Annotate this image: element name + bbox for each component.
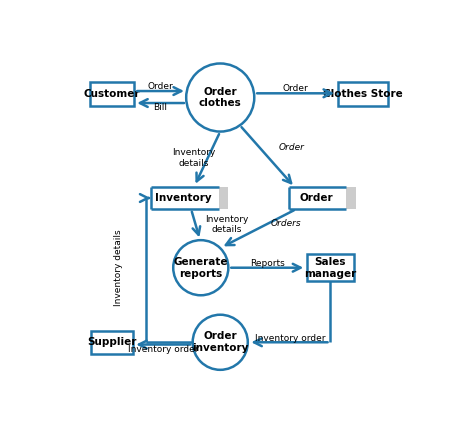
- Text: Inventory order: Inventory order: [128, 345, 199, 354]
- Text: Inventory details: Inventory details: [114, 229, 123, 306]
- Bar: [219, 187, 228, 209]
- Text: Generate
reports: Generate reports: [173, 257, 228, 279]
- Text: Inventory order: Inventory order: [255, 333, 325, 343]
- Text: Order: Order: [283, 84, 308, 93]
- Text: Inventory
details: Inventory details: [205, 215, 248, 234]
- Text: Inventory
details: Inventory details: [172, 149, 215, 168]
- Circle shape: [173, 240, 228, 295]
- Text: Order: Order: [279, 143, 304, 152]
- Text: Customer: Customer: [83, 89, 140, 99]
- Bar: [307, 254, 354, 282]
- Bar: [338, 82, 388, 107]
- Circle shape: [192, 315, 248, 370]
- Text: Inventory: Inventory: [155, 193, 211, 203]
- Text: Bill: Bill: [153, 103, 167, 112]
- Bar: [91, 331, 133, 354]
- Text: Orders: Orders: [271, 219, 301, 229]
- Circle shape: [186, 64, 254, 131]
- Text: Order
inventory: Order inventory: [192, 331, 248, 353]
- Text: Supplier: Supplier: [87, 337, 137, 347]
- Text: Clothes Store: Clothes Store: [323, 89, 403, 99]
- Bar: [346, 187, 356, 209]
- Text: Order: Order: [299, 193, 333, 203]
- Text: Order
clothes: Order clothes: [199, 87, 242, 108]
- Text: Reports: Reports: [250, 259, 284, 268]
- Bar: [90, 82, 134, 107]
- Text: Sales
manager: Sales manager: [304, 257, 356, 279]
- Text: Order: Order: [147, 82, 173, 91]
